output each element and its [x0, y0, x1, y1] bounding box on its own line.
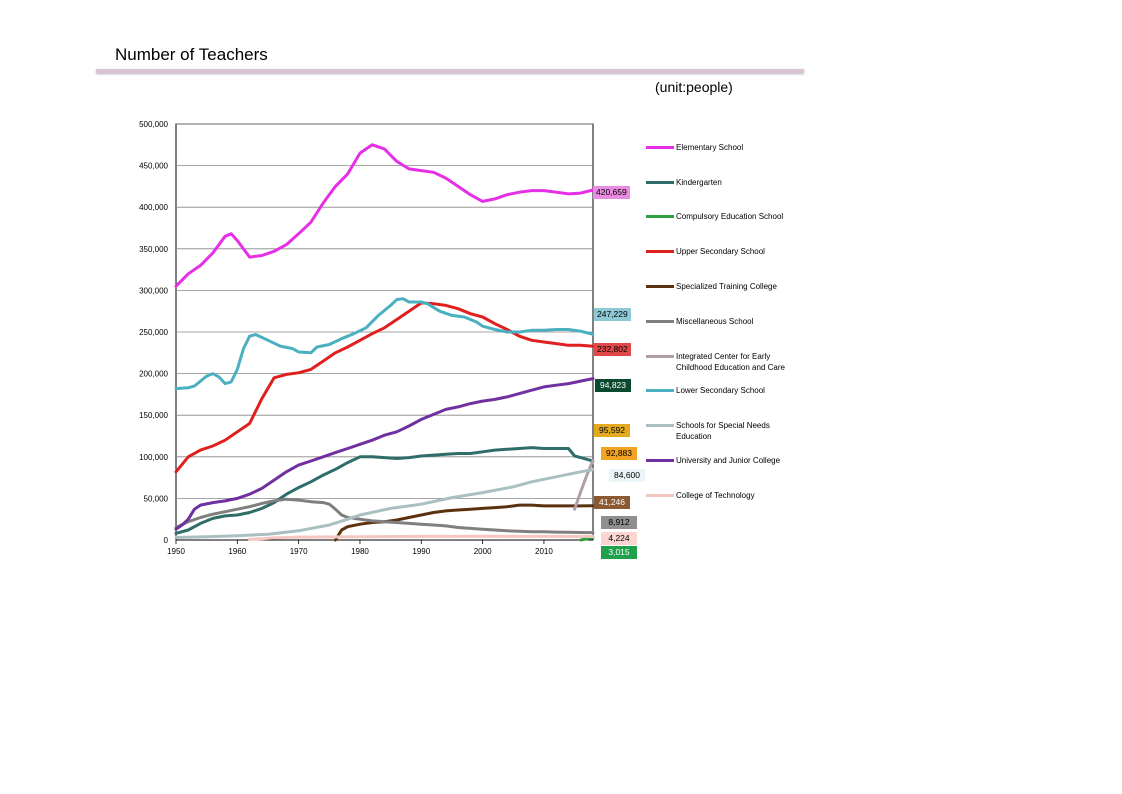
end-value-tag: 94,823: [595, 379, 631, 392]
legend-label: Lower Secondary School: [676, 386, 765, 395]
end-value-tag: 3,015: [601, 546, 637, 559]
end-value-tag: 84,600: [609, 469, 645, 482]
legend-swatch: [646, 459, 674, 462]
series-line-college-of-technology: [248, 534, 595, 541]
x-tick-label: 1980: [351, 547, 369, 556]
x-tick-label: 2010: [535, 547, 553, 556]
series-line-specialized-training-college: [333, 503, 595, 542]
end-value-tag: 41,246: [594, 496, 630, 509]
series-line-upper-secondary-school: [174, 301, 595, 474]
end-value-tag: 420,659: [593, 186, 630, 199]
y-tick-label: 350,000: [139, 245, 168, 254]
legend-swatch: [646, 215, 674, 218]
x-tick-label: 1950: [167, 547, 185, 556]
end-value-tag: 95,592: [594, 424, 630, 437]
legend-swatch: [646, 146, 674, 149]
legend-label: Miscellaneous School: [676, 317, 754, 326]
legend-swatch: [646, 424, 674, 427]
legend-swatch: [646, 250, 674, 253]
end-value-tag: 232,802: [594, 343, 631, 356]
end-value-tag: 92,883: [601, 447, 637, 460]
legend-swatch: [646, 355, 674, 358]
y-tick-label: 500,000: [139, 120, 168, 129]
title-underline: [96, 69, 804, 73]
y-tick-label: 50,000: [144, 494, 169, 503]
unit-note: (unit:people): [655, 79, 733, 95]
legend-label: Compulsory Education School: [676, 212, 784, 221]
end-value-tag: 8,912: [601, 516, 637, 529]
legend-swatch: [646, 494, 674, 497]
legend-swatch: [646, 285, 674, 288]
page-title: Number of Teachers: [115, 45, 268, 64]
legend-label: Specialized Training College: [676, 282, 777, 291]
series-line-lower-secondary-school: [174, 297, 595, 391]
y-tick-label: 100,000: [139, 453, 168, 462]
legend-swatch: [646, 320, 674, 323]
y-tick-label: 400,000: [139, 203, 168, 212]
series-line-university-and-junior-college: [174, 377, 595, 531]
legend-label: Elementary School: [676, 143, 744, 152]
x-tick-label: 1970: [290, 547, 308, 556]
x-tick-label: 1990: [412, 547, 430, 556]
y-tick-label: 450,000: [139, 162, 168, 171]
series-line-kindergarten: [174, 446, 595, 535]
series-line-miscellaneous-school: [174, 497, 595, 535]
legend-label: Integrated Center for Early Childhood Ed…: [676, 352, 785, 372]
y-tick-label: 150,000: [139, 411, 168, 420]
series-line-integrated-center-for-early-childhood-education-and-care: [573, 459, 595, 511]
x-tick-label: 1960: [228, 547, 246, 556]
series-line-elementary-school: [174, 143, 595, 288]
legend-label: Schools for Special Needs Education: [676, 421, 770, 441]
y-tick-label: 0: [164, 536, 169, 545]
legend-label: University and Junior College: [676, 456, 781, 465]
legend-label: College of Technology: [676, 491, 755, 500]
x-tick-label: 2000: [474, 547, 492, 556]
legend-label: Kindergarten: [676, 178, 722, 187]
y-tick-label: 200,000: [139, 370, 168, 379]
end-value-tag: 247,229: [594, 308, 631, 321]
y-tick-label: 300,000: [139, 286, 168, 295]
end-value-tag: 4,224: [601, 532, 637, 545]
series-line-schools-for-special-needs-education: [174, 468, 595, 539]
legend-label: Upper Secondary School: [676, 247, 765, 256]
y-tick-label: 250,000: [139, 328, 168, 337]
legend-swatch: [646, 181, 674, 184]
legend-swatch: [646, 389, 674, 392]
